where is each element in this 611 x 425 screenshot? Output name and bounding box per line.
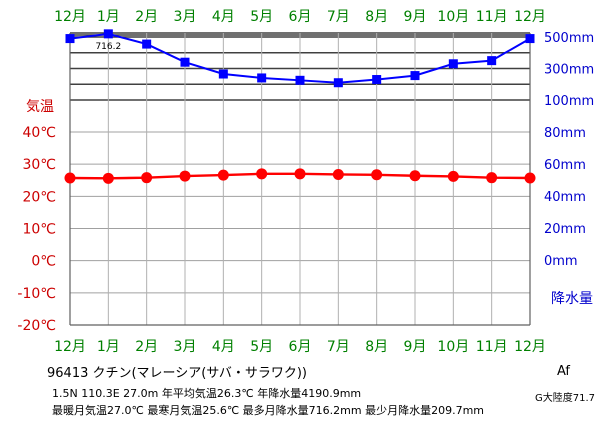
temperature-point bbox=[294, 168, 306, 180]
precipitation-tick-label: 100mm bbox=[544, 94, 594, 109]
month-label-top: 12月 bbox=[54, 9, 86, 25]
month-label-bottom: 7月 bbox=[327, 339, 350, 355]
precipitation-tick-label: 60mm bbox=[544, 158, 586, 173]
precipitation-tick-label: 500mm bbox=[544, 31, 594, 46]
temperature-point bbox=[486, 172, 498, 184]
precipitation-tick-label: 20mm bbox=[544, 222, 586, 237]
month-label-top: 7月 bbox=[327, 9, 350, 25]
precipitation-point bbox=[103, 29, 113, 39]
precipitation-point bbox=[65, 34, 75, 44]
max-precipitation-label: 716.2 bbox=[95, 42, 121, 52]
temperature-tick-label: 10℃ bbox=[22, 222, 56, 238]
precipitation-point bbox=[372, 75, 382, 85]
month-label-top: 9月 bbox=[404, 9, 427, 25]
temperature-axis-ticks: 40℃ 30℃ 20℃ 10℃ 0℃ -10℃ -20℃ bbox=[17, 125, 56, 334]
temperature-tick-label: -20℃ bbox=[17, 318, 56, 334]
month-label-bottom: 11月 bbox=[476, 339, 508, 355]
precipitation-point bbox=[218, 69, 228, 79]
top-month-labels: 12月 1月 2月 3月 4月 5月 6月 7月 8月 9月 10月 11月 12月 bbox=[54, 9, 546, 25]
month-label-bottom: 8月 bbox=[365, 339, 388, 355]
month-label-bottom: 4月 bbox=[212, 339, 235, 355]
month-label-bottom: 6月 bbox=[289, 339, 312, 355]
temperature-axis-title: 気温 bbox=[26, 99, 54, 115]
precipitation-point bbox=[410, 71, 420, 81]
month-label-top: 10月 bbox=[437, 9, 469, 25]
month-label-top: 5月 bbox=[250, 9, 273, 25]
month-label-top: 3月 bbox=[174, 9, 197, 25]
precipitation-point bbox=[180, 57, 190, 67]
precipitation-tick-label: 300mm bbox=[544, 63, 594, 78]
precipitation-tick-label: 40mm bbox=[544, 190, 586, 205]
month-label-top: 4月 bbox=[212, 9, 235, 25]
temperature-point bbox=[217, 169, 229, 181]
precipitation-point bbox=[142, 39, 152, 49]
month-label-bottom: 9月 bbox=[404, 339, 427, 355]
month-label-top: 1月 bbox=[97, 9, 120, 25]
month-label-bottom: 12月 bbox=[54, 339, 86, 355]
precipitation-tick-label: 80mm bbox=[544, 126, 586, 141]
month-label-top: 6月 bbox=[289, 9, 312, 25]
temperature-tick-label: 0℃ bbox=[31, 254, 56, 270]
monthly-extremes: 最暖月気温27.0℃ 最寒月気温25.6℃ 最多月降水量716.2mm 最少月降… bbox=[52, 404, 485, 417]
temperature-tick-label: 20℃ bbox=[22, 189, 56, 205]
continentality-index: G大陸度71.7 bbox=[535, 393, 596, 404]
temperature-point bbox=[409, 170, 421, 182]
month-label-top: 12月 bbox=[514, 9, 546, 25]
month-label-bottom: 12月 bbox=[514, 339, 546, 355]
precipitation-point bbox=[448, 59, 458, 69]
series: 716.2 bbox=[64, 29, 536, 184]
temperature-tick-label: -10℃ bbox=[17, 286, 56, 302]
month-label-bottom: 3月 bbox=[174, 339, 197, 355]
temperature-point bbox=[524, 172, 536, 184]
precipitation-point bbox=[487, 56, 497, 66]
month-label-bottom: 5月 bbox=[250, 339, 273, 355]
precipitation-point bbox=[333, 78, 343, 88]
precipitation-axis-ticks: 0mm 20mm 40mm 60mm 80mm 100mm 300mm 500mm bbox=[544, 31, 594, 269]
precipitation-point bbox=[525, 34, 535, 44]
month-label-bottom: 10月 bbox=[437, 339, 469, 355]
month-label-bottom: 2月 bbox=[135, 339, 158, 355]
temperature-point bbox=[64, 172, 76, 184]
temperature-point bbox=[141, 172, 153, 184]
temperature-point bbox=[256, 168, 268, 180]
temperature-point bbox=[179, 170, 191, 182]
temperature-point bbox=[371, 169, 383, 181]
month-label-top: 2月 bbox=[135, 9, 158, 25]
month-label-top: 11月 bbox=[476, 9, 508, 25]
temperature-point bbox=[332, 168, 344, 180]
temperature-point bbox=[102, 172, 114, 184]
bottom-month-labels: 12月 1月 2月 3月 4月 5月 6月 7月 8月 9月 10月 11月 12月 bbox=[54, 339, 546, 355]
climate-classification: Af bbox=[557, 364, 571, 379]
temperature-tick-label: 40℃ bbox=[22, 125, 56, 141]
month-label-bottom: 1月 bbox=[97, 339, 120, 355]
station-name: 96413 クチン(マレーシア(サバ・サラワク)) bbox=[47, 366, 307, 381]
precipitation-point bbox=[295, 75, 305, 85]
temperature-tick-label: 30℃ bbox=[22, 157, 56, 173]
precipitation-tick-label: 0mm bbox=[544, 254, 578, 269]
station-details: 1.5N 110.3E 27.0m 年平均気温26.3℃ 年降水量4190.9m… bbox=[52, 387, 362, 400]
temperature-point bbox=[447, 170, 459, 182]
precipitation-axis-title: 降水量 bbox=[551, 291, 593, 307]
month-label-top: 8月 bbox=[365, 9, 388, 25]
precipitation-point bbox=[257, 73, 267, 83]
